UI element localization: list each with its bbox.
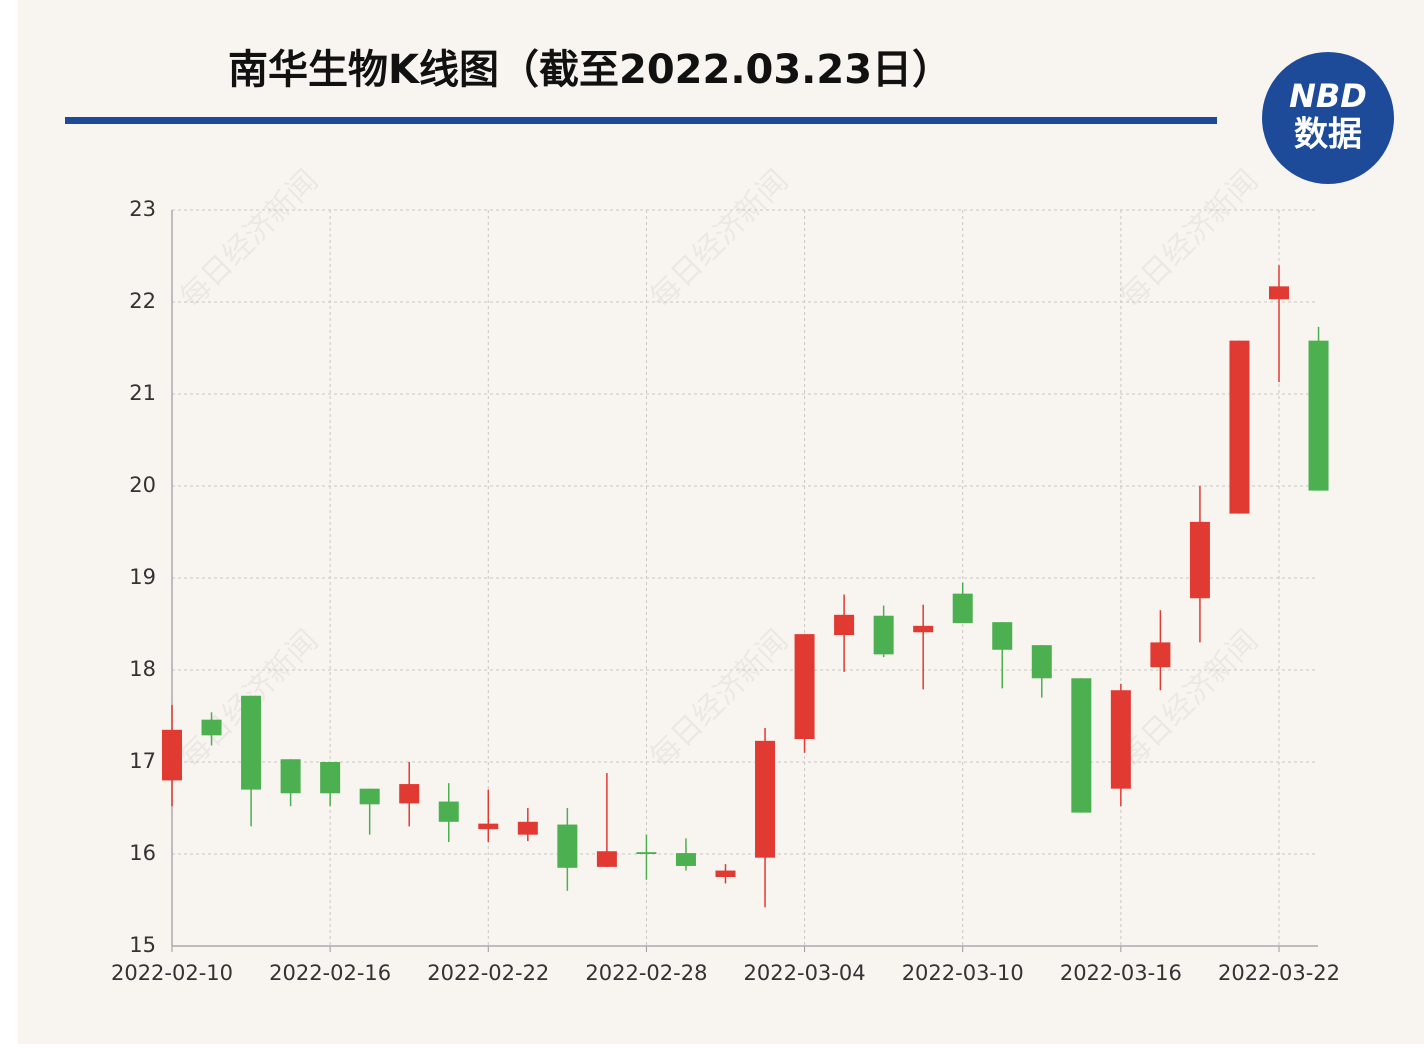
candle-body bbox=[478, 823, 499, 830]
candle-body bbox=[1189, 521, 1210, 599]
x-tick-label: 2022-03-10 bbox=[902, 961, 1024, 985]
x-tick-label: 2022-03-22 bbox=[1218, 961, 1340, 985]
candle-body bbox=[517, 821, 538, 835]
y-tick-label: 18 bbox=[129, 657, 156, 681]
candle-body bbox=[1308, 340, 1329, 491]
candle-body bbox=[359, 788, 380, 805]
candle-body bbox=[557, 824, 578, 868]
candle-body bbox=[715, 870, 736, 877]
candle-body bbox=[1110, 690, 1131, 789]
candle-body bbox=[280, 759, 301, 794]
x-tick-label: 2022-02-22 bbox=[427, 961, 549, 985]
candle-body bbox=[636, 852, 657, 854]
chart-title: 南华生物K线图（截至2022.03.23日） bbox=[228, 47, 952, 93]
candle-body bbox=[1071, 678, 1092, 813]
y-tick-label: 17 bbox=[129, 749, 156, 773]
candle-body bbox=[794, 634, 815, 739]
candle-body bbox=[675, 853, 696, 866]
y-tick-label: 19 bbox=[129, 565, 156, 589]
y-tick-label: 21 bbox=[129, 381, 156, 405]
candle-body bbox=[201, 719, 222, 736]
y-tick-label: 15 bbox=[129, 933, 156, 957]
logo-text: 数据 bbox=[1294, 115, 1362, 155]
candle-body bbox=[162, 729, 182, 781]
y-tick-label: 23 bbox=[129, 197, 156, 221]
candle-body bbox=[992, 622, 1013, 650]
x-tick-label: 2022-03-16 bbox=[1060, 961, 1182, 985]
logo-text: NBD bbox=[1289, 77, 1367, 115]
candle-body bbox=[834, 614, 855, 636]
candle-body bbox=[241, 695, 262, 790]
candle-body bbox=[320, 762, 341, 794]
y-tick-label: 16 bbox=[129, 841, 156, 865]
x-tick-label: 2022-02-10 bbox=[111, 961, 233, 985]
candle-body bbox=[1031, 645, 1052, 679]
candle-body bbox=[1150, 642, 1171, 668]
candle-body bbox=[399, 784, 420, 804]
candle-body bbox=[755, 740, 776, 858]
candle-body bbox=[913, 625, 934, 633]
candle-body bbox=[596, 851, 617, 867]
candle-body bbox=[1269, 286, 1289, 300]
plot: 15 16 17 18 19 20 21 22 23 2022-02-10 2022-02-16 20… bbox=[111, 197, 1340, 985]
x-tick-label: 2022-02-28 bbox=[585, 961, 707, 985]
candle-body bbox=[873, 615, 894, 655]
x-tick-label: 2022-02-16 bbox=[269, 961, 391, 985]
candle-body bbox=[1229, 340, 1250, 514]
x-tick-label: 2022-03-04 bbox=[744, 961, 866, 985]
y-tick-label: 20 bbox=[129, 473, 156, 497]
logo bbox=[1262, 52, 1394, 184]
y-tick-label: 22 bbox=[129, 289, 156, 313]
candle-body bbox=[438, 801, 459, 822]
candle-body bbox=[952, 593, 973, 624]
panel bbox=[18, 0, 1424, 1044]
title-rule bbox=[65, 117, 1217, 124]
